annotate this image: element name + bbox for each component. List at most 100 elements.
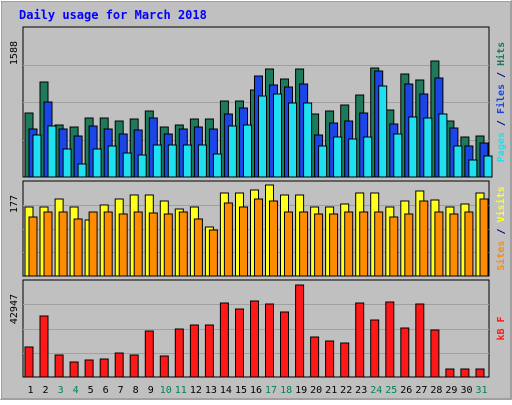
bar-pages-day-4 — [77, 163, 87, 178]
bar-kb-f-day-14 — [219, 302, 229, 378]
x-tick-label-day-14: 14 — [220, 385, 232, 396]
x-tick-label-day-21: 21 — [325, 385, 337, 396]
bar-pages-day-6 — [107, 145, 117, 178]
bar-sites-day-7 — [118, 213, 128, 277]
bar-sites-day-3 — [58, 211, 68, 277]
chart-title: Daily usage for March 2018 — [19, 8, 207, 22]
x-tick-label-day-31: 31 — [475, 385, 487, 396]
x-tick-label-day-7: 7 — [118, 385, 124, 396]
x-tick-label-day-9: 9 — [148, 385, 154, 396]
x-tick-label-day-17: 17 — [265, 385, 277, 396]
bar-sites-day-15 — [239, 206, 248, 277]
bar-kb-f-day-7 — [114, 352, 124, 378]
bar-kb-f-day-22 — [340, 342, 350, 378]
x-tick-label-day-29: 29 — [445, 385, 457, 396]
axis-label-part-top-5: Hits — [495, 42, 507, 66]
x-tick-label-day-28: 28 — [430, 385, 442, 396]
bar-pages-day-22 — [348, 138, 358, 178]
axis-label-top: Pages / Files / Hits — [495, 42, 507, 162]
x-tick-label-day-13: 13 — [205, 385, 217, 396]
bar-pages-day-15 — [243, 124, 252, 178]
bar-pages-day-9 — [152, 144, 162, 178]
bar-kb-f-day-16 — [250, 300, 259, 378]
x-tick-label-day-1: 1 — [27, 385, 33, 396]
bar-kb-f-day-13 — [204, 324, 214, 378]
axis-label-part-mid-3: Visits — [495, 186, 507, 222]
bar-pages-day-25 — [393, 133, 403, 178]
bar-pages-day-2 — [47, 125, 57, 178]
x-tick-label-day-15: 15 — [235, 385, 247, 396]
bar-kb-f-day-15 — [235, 308, 244, 378]
x-tick-label-day-8: 8 — [133, 385, 139, 396]
x-tick-label-day-6: 6 — [103, 385, 109, 396]
bar-sites-day-1 — [28, 216, 38, 277]
series-pages — [32, 85, 493, 178]
bar-kb-f-day-2 — [39, 315, 49, 378]
bar-sites-day-10 — [163, 213, 173, 277]
bar-kb-f-day-28 — [430, 329, 440, 378]
bar-pages-day-24 — [378, 85, 388, 178]
x-tick-label-day-5: 5 — [88, 385, 94, 396]
bar-sites-day-11 — [178, 211, 188, 277]
chart-panels: 1588 Pages / Files / Hits 177 Sites / Visit… — [9, 26, 507, 378]
bar-pages-day-19 — [303, 102, 313, 178]
bar-pages-day-16 — [258, 95, 267, 178]
bar-sites-day-18 — [284, 211, 293, 277]
max-value-label-top: 1588 — [9, 41, 20, 65]
bar-pages-day-26 — [408, 116, 418, 178]
bar-kb-f-day-4 — [69, 361, 79, 378]
bar-kb-f-day-24 — [370, 319, 380, 378]
bar-sites-day-26 — [404, 213, 414, 277]
axis-label-part-top-2: / — [496, 114, 507, 132]
bar-pages-day-8 — [137, 154, 147, 178]
axis-label-part-mid-2: / — [496, 222, 507, 240]
series-kb-f — [24, 284, 485, 378]
panel-mid: 177 Sites / Visits — [9, 180, 507, 277]
bar-kb-f-day-18 — [280, 311, 289, 378]
bar-kb-f-day-29 — [445, 368, 455, 378]
bar-pages-day-3 — [62, 148, 72, 178]
bar-pages-day-30 — [468, 159, 478, 178]
bar-sites-day-21 — [329, 213, 339, 277]
bar-pages-day-27 — [423, 117, 433, 178]
axis-label-part-top-3: Files — [495, 84, 507, 114]
x-tick-label-day-16: 16 — [250, 385, 262, 396]
series-sites — [28, 198, 489, 277]
x-tick-label-day-22: 22 — [340, 385, 352, 396]
x-tick-label-day-3: 3 — [58, 385, 64, 396]
bar-kb-f-day-11 — [174, 328, 184, 378]
axis-label-part-bottom-1: kB F — [496, 316, 507, 340]
bar-kb-f-day-1 — [24, 346, 34, 378]
bar-pages-day-18 — [288, 102, 297, 178]
bar-sites-day-4 — [73, 218, 83, 277]
bar-sites-day-27 — [419, 200, 429, 277]
bar-pages-day-14 — [227, 125, 237, 178]
bar-sites-day-8 — [133, 211, 143, 277]
bar-pages-day-23 — [363, 136, 373, 178]
bar-sites-day-24 — [374, 211, 384, 277]
axis-label-part-top-1: Pages — [496, 132, 507, 162]
x-tick-label-day-23: 23 — [355, 385, 367, 396]
axis-label-part-top-4: / — [496, 66, 507, 84]
bar-pages-day-28 — [438, 113, 448, 178]
bar-sites-day-31 — [479, 198, 489, 277]
bar-sites-day-22 — [344, 211, 354, 277]
bar-kb-f-day-25 — [385, 301, 395, 378]
bar-pages-day-29 — [453, 145, 463, 178]
bar-kb-f-day-17 — [265, 303, 274, 378]
bar-kb-f-day-5 — [84, 359, 94, 378]
bar-kb-f-day-12 — [189, 324, 199, 378]
x-axis-day-labels: 1 2 3 4 5 6 7 8 9 10 11 12 13 14 15 16 17 18 19 20 21 22 23 24 2… — [27, 385, 487, 396]
bar-sites-day-5 — [88, 211, 98, 277]
axis-label-part-mid-1: Sites — [495, 241, 507, 271]
x-tick-label-day-24: 24 — [370, 385, 382, 396]
bar-kb-f-day-30 — [460, 368, 470, 378]
bar-sites-day-9 — [148, 212, 158, 277]
bar-pages-day-11 — [182, 144, 192, 178]
x-tick-label-day-2: 2 — [42, 385, 48, 396]
bar-pages-day-5 — [92, 148, 102, 178]
x-tick-label-day-30: 30 — [460, 385, 472, 396]
bar-sites-day-28 — [434, 211, 444, 277]
bar-sites-day-13 — [208, 229, 218, 277]
bar-pages-day-17 — [273, 93, 282, 178]
